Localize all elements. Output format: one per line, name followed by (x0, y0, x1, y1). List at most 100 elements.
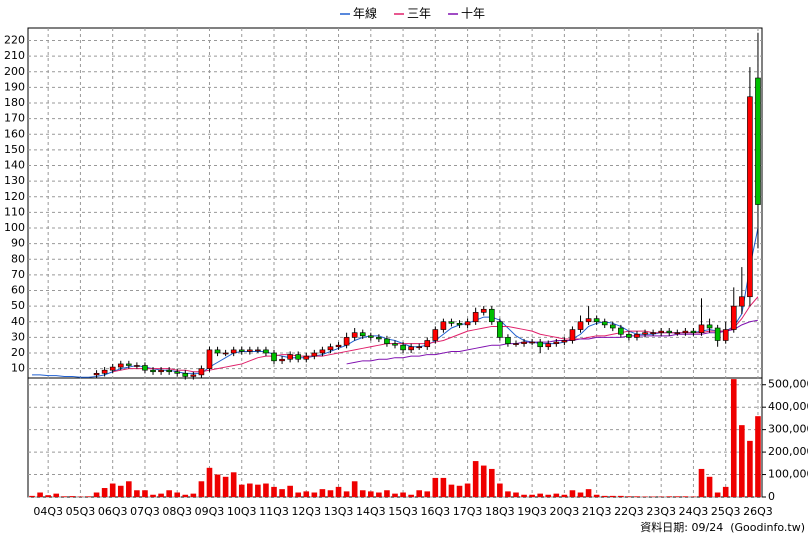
volume-bar (416, 490, 422, 497)
volume-bar (101, 488, 108, 497)
volume-bar (537, 493, 543, 497)
volume-bar (37, 492, 43, 497)
volume-bar (553, 493, 560, 497)
candle-body (609, 324, 616, 329)
volume-bar (61, 496, 68, 497)
x-tick-label: 16Q3 (421, 505, 451, 518)
volume-bar (440, 477, 447, 497)
candle-body (238, 349, 245, 352)
candle-body (368, 335, 374, 338)
y-tick-label: 10 (11, 362, 25, 375)
volume-bar (134, 490, 140, 497)
volume-bar (585, 489, 592, 497)
candle-body (166, 369, 172, 373)
candle-body (488, 308, 495, 323)
volume-bar (464, 483, 471, 497)
candle-body (134, 365, 140, 367)
y2-tick-label: 300,000 (768, 423, 808, 436)
x-tick-label: 14Q3 (356, 505, 386, 518)
x-tick-label: 06Q3 (98, 505, 128, 518)
candle-body (553, 341, 560, 344)
volume-bar (29, 495, 35, 497)
x-tick-label: 04Q3 (33, 505, 63, 518)
candle-body (126, 363, 132, 366)
volume-bar (529, 494, 535, 497)
volume-bar (626, 496, 632, 497)
candle-body (109, 366, 116, 371)
volume-bar (327, 490, 334, 497)
legend-label: 三年 (407, 7, 431, 21)
candle-body (392, 343, 398, 346)
candle-body (432, 329, 439, 341)
candle-body (174, 371, 181, 374)
candle-body (279, 358, 285, 362)
candle-body (311, 352, 318, 357)
volume-bar (166, 490, 172, 497)
volume-bar (755, 416, 761, 497)
candle-body (206, 349, 213, 369)
y-tick-label: 100 (4, 221, 25, 234)
footnote: 資料日期: 09/24 (Goodinfo.tw) (640, 520, 805, 534)
candle-body (384, 338, 390, 344)
candle-body (198, 368, 205, 376)
volume-bar (93, 492, 100, 497)
candle-body (618, 327, 624, 335)
y2-tick-label: 200,000 (768, 445, 808, 458)
volume-bar (222, 476, 229, 497)
volume-bar (497, 483, 503, 497)
volume-bar (45, 495, 51, 497)
x-tick-label: 09Q3 (195, 505, 225, 518)
volume-bar (634, 496, 640, 497)
volume-bar (747, 440, 753, 497)
volume-bar (279, 489, 285, 497)
candle-body (351, 332, 358, 338)
candle-body (214, 349, 221, 354)
volume-bar (714, 492, 721, 497)
volume-bar (593, 494, 600, 497)
x-tick-label: 23Q3 (646, 505, 676, 518)
volume-bar (238, 484, 245, 497)
ma-line (346, 319, 759, 365)
volume-bar (706, 476, 713, 497)
x-tick-label: 25Q3 (711, 505, 741, 518)
y-tick-label: 160 (4, 127, 25, 140)
volume-bar (448, 484, 455, 497)
candle-body (658, 330, 664, 333)
y-tick-label: 190 (4, 80, 25, 93)
candle-body (472, 312, 479, 323)
y-tick-label: 200 (4, 65, 25, 78)
volume-bar (618, 495, 624, 497)
volume-bar (343, 491, 350, 497)
y2-tick-label: 100,000 (768, 468, 808, 481)
y-tick-label: 180 (4, 96, 25, 109)
volume-bar (206, 467, 213, 497)
candle-body (416, 346, 422, 349)
volume-bar (319, 489, 326, 497)
candle-body (319, 349, 326, 354)
volume-bar (142, 490, 148, 497)
candle-body (408, 346, 414, 351)
candle-body (400, 344, 406, 351)
y-tick-label: 120 (4, 190, 25, 203)
volume-bar (255, 484, 261, 497)
volume-bar (230, 472, 237, 497)
volume-bar (400, 492, 406, 497)
candle-body (480, 308, 487, 313)
volume-bar (722, 486, 729, 497)
candle-body (497, 321, 503, 338)
volume-bar (247, 483, 253, 497)
volume-bar (182, 494, 189, 497)
volume-bar (698, 468, 705, 497)
y-tick-label: 80 (11, 252, 25, 265)
candle-body (182, 373, 189, 377)
candle-body (747, 96, 753, 298)
volume-bar (158, 493, 164, 497)
candle-body (674, 332, 681, 334)
volume-bar (287, 485, 293, 497)
y-tick-label: 140 (4, 159, 25, 172)
volume-bar (126, 481, 132, 497)
volume-bar (730, 379, 737, 497)
y2-tick-label: 500,000 (768, 378, 808, 391)
candle-body (295, 354, 302, 360)
